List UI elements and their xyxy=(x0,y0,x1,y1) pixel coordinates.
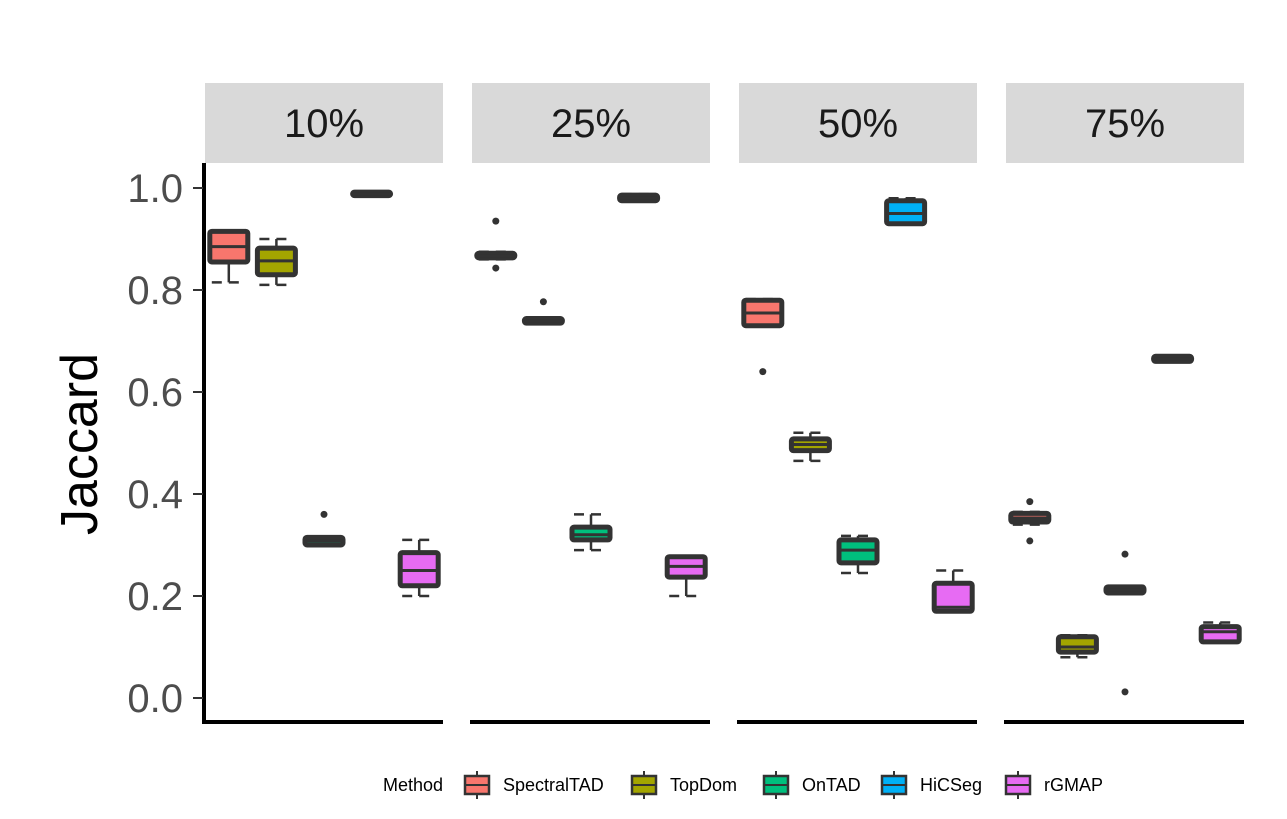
outlier-point xyxy=(1026,537,1034,545)
facet-strip-label: 50% xyxy=(818,102,898,146)
facet-panel-50pct: 50% xyxy=(737,83,977,724)
legend-label: SpectralTAD xyxy=(503,775,604,795)
box-hicseg xyxy=(617,192,661,204)
outlier-point xyxy=(492,264,500,272)
y-axis-label: Jaccard xyxy=(51,353,109,535)
box-hicseg xyxy=(884,196,928,227)
y-tick-label: 1.0 xyxy=(127,167,183,211)
legend-entry-topdom: TopDom xyxy=(630,771,737,799)
facet-strip-label: 75% xyxy=(1085,102,1165,146)
outlier-point xyxy=(492,217,500,225)
legend-label: HiCSeg xyxy=(920,775,982,795)
legend-title: Method xyxy=(383,775,443,795)
box-ontad xyxy=(569,513,613,552)
box-topdom xyxy=(521,298,565,326)
legend: Method SpectralTAD TopDom OnTAD HiCSeg rGMAP xyxy=(383,771,1103,799)
outlier-point xyxy=(759,368,767,376)
facet-strip xyxy=(472,83,710,163)
facet-strip xyxy=(205,83,443,163)
facet-strip xyxy=(739,83,977,163)
legend-label: rGMAP xyxy=(1044,775,1103,795)
box-body xyxy=(931,580,975,614)
box-rgmap xyxy=(931,569,975,614)
y-tick-label: 0.2 xyxy=(127,575,183,619)
box-spectraltad xyxy=(474,217,518,272)
facet-panel-25pct: 25% xyxy=(470,83,710,724)
box-spectraltad xyxy=(207,228,251,284)
facet-panel-10pct: 10% xyxy=(203,83,443,724)
y-tick-label: 0.4 xyxy=(127,473,183,517)
box-ontad xyxy=(1103,550,1147,696)
legend-entry-hicseg: HiCSeg xyxy=(880,771,982,799)
outlier-point xyxy=(1121,688,1129,696)
facet-strip-label: 10% xyxy=(284,102,364,146)
box-hicseg xyxy=(350,189,394,199)
outlier-point xyxy=(320,510,328,518)
box-topdom xyxy=(254,237,298,287)
y-tick-label: 0.6 xyxy=(127,371,183,415)
facet-strip-label: 25% xyxy=(551,102,631,146)
outlier-point xyxy=(539,298,547,306)
facet-panels: 10% 25% 50% 75% xyxy=(203,83,1244,724)
outlier-point xyxy=(1121,550,1129,558)
box-rgmap xyxy=(397,538,441,598)
box-ontad xyxy=(836,534,880,575)
box-rgmap xyxy=(664,554,708,598)
legend-entry-spectraltad: SpectralTAD xyxy=(463,771,604,799)
box-topdom xyxy=(1055,634,1099,659)
y-axis: 0.0 0.2 0.4 0.6 0.8 1.0 xyxy=(127,163,206,724)
box-ontad xyxy=(302,510,346,548)
box-topdom xyxy=(788,431,832,463)
box-body xyxy=(1055,634,1099,655)
box-spectraltad xyxy=(1008,498,1052,545)
box-rgmap xyxy=(1198,621,1242,645)
y-tick-label: 0.0 xyxy=(127,677,183,721)
box-spectraltad xyxy=(741,297,785,376)
legend-entry-ontad: OnTAD xyxy=(762,771,861,799)
legend-label: OnTAD xyxy=(802,775,861,795)
facet-panel-75pct: 75% xyxy=(1004,83,1244,724)
legend-entry-rgmap: rGMAP xyxy=(1004,771,1103,799)
box-body xyxy=(1198,624,1242,645)
box-hicseg xyxy=(1151,353,1195,364)
legend-label: TopDom xyxy=(670,775,737,795)
y-tick-label: 0.8 xyxy=(127,269,183,313)
outlier-point xyxy=(1026,498,1034,506)
facet-strip xyxy=(1006,83,1244,163)
